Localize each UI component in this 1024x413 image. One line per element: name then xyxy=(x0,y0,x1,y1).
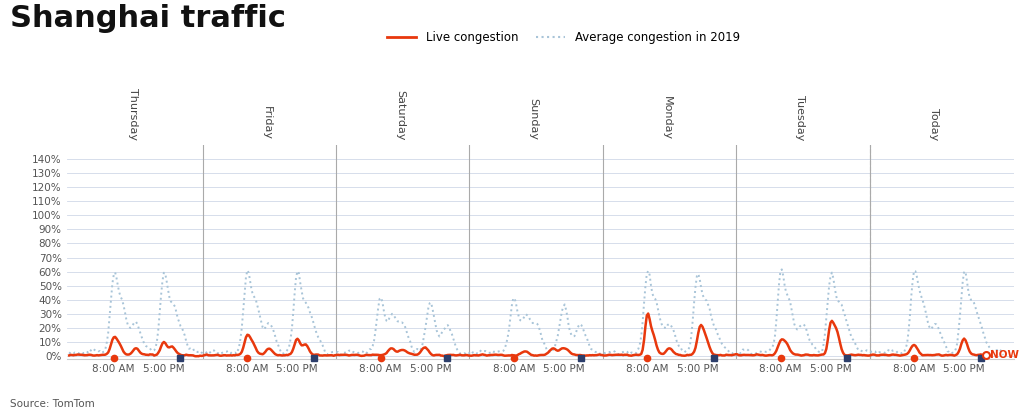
Text: NOW: NOW xyxy=(990,350,1019,360)
Legend: Live congestion, Average congestion in 2019: Live congestion, Average congestion in 2… xyxy=(382,26,744,49)
Text: Sunday: Sunday xyxy=(528,98,539,140)
Text: Tuesday: Tuesday xyxy=(796,95,805,140)
Text: Today: Today xyxy=(929,108,939,140)
Text: Source: TomTom: Source: TomTom xyxy=(10,399,95,409)
Text: Thursday: Thursday xyxy=(128,88,138,140)
Text: Monday: Monday xyxy=(662,96,672,140)
Text: Friday: Friday xyxy=(262,107,271,140)
Text: Shanghai traffic: Shanghai traffic xyxy=(10,4,286,33)
Text: Saturday: Saturday xyxy=(395,90,406,140)
